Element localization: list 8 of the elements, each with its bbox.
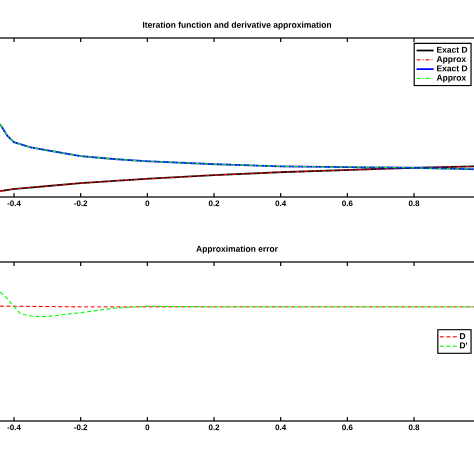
legend-label: D' xyxy=(460,342,468,348)
legend-label: Exact D xyxy=(437,65,468,72)
legend-label: Approx xyxy=(436,74,466,82)
legend-label: Exact D xyxy=(437,46,468,53)
legend-label: D xyxy=(460,333,466,340)
chart-title: Approximation error xyxy=(196,246,278,254)
chart-title: Iteration function and derivative approximation xyxy=(142,22,332,30)
legend-label: Approx xyxy=(436,56,466,64)
